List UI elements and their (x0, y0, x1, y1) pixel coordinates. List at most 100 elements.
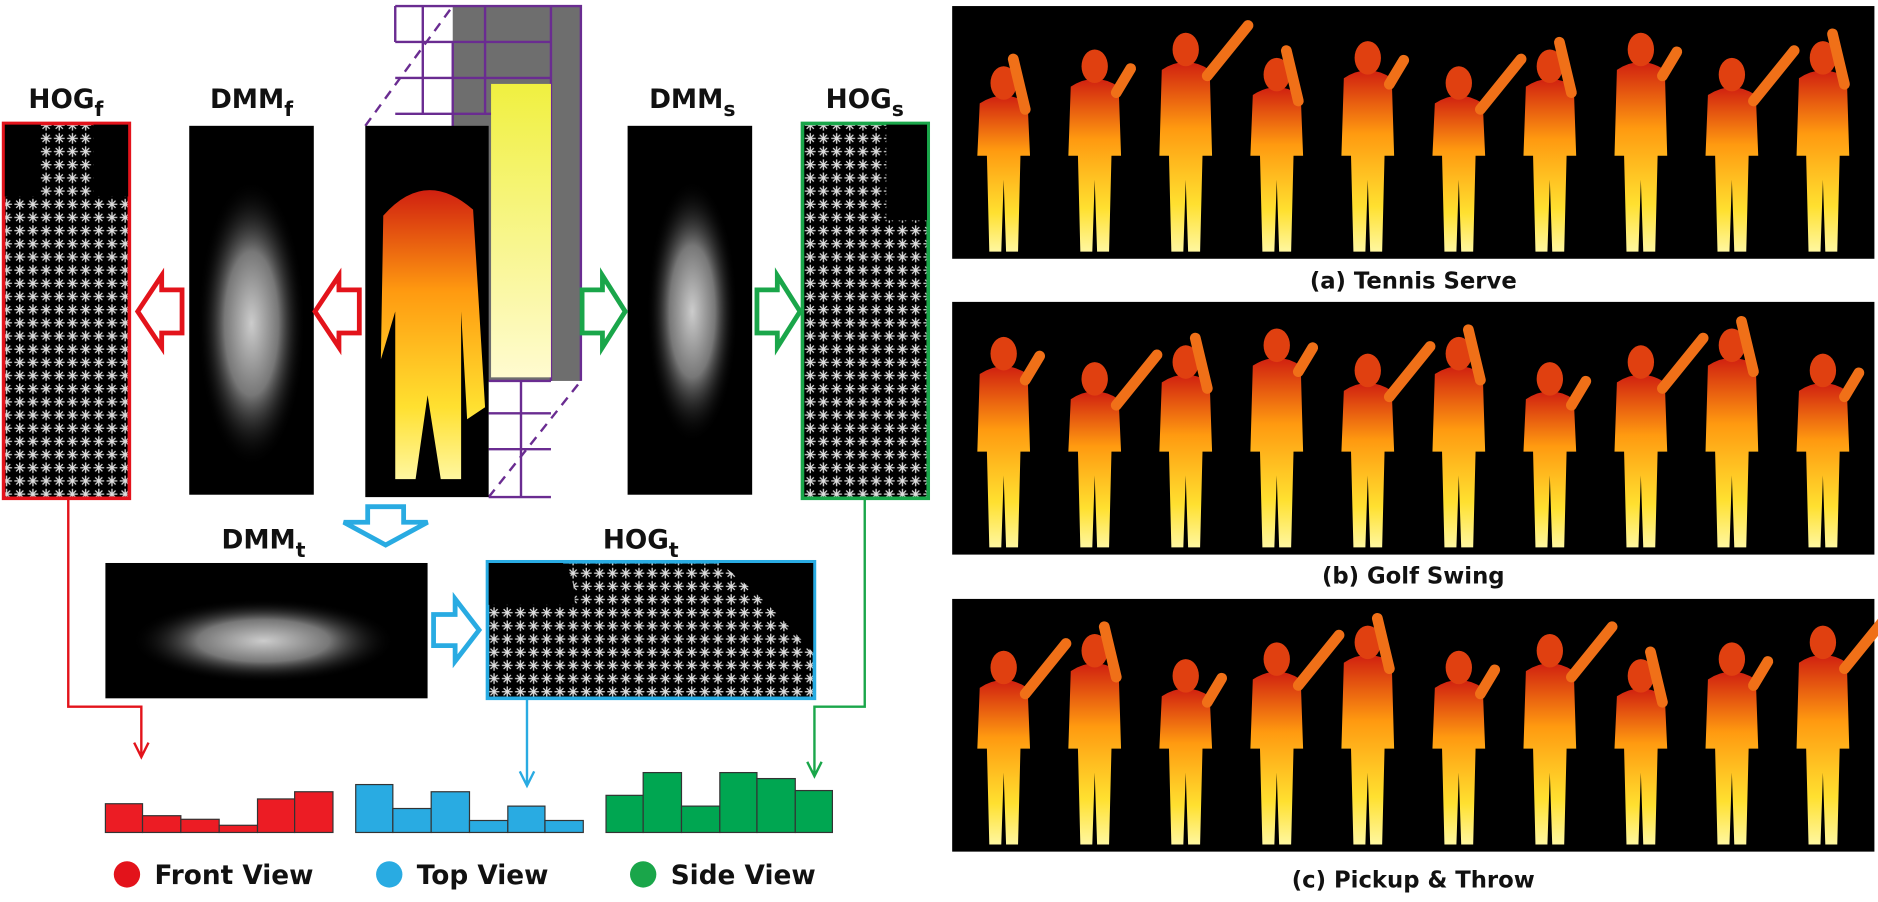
person (1068, 391, 1122, 548)
histograms (104, 771, 834, 834)
person-head (1263, 57, 1290, 92)
view-label: HOGs (826, 85, 904, 121)
person-arm (1462, 324, 1486, 386)
person-arm (1565, 621, 1618, 683)
person-head (1354, 41, 1381, 75)
person (1250, 671, 1304, 845)
person-head (1536, 49, 1564, 84)
action-panels (952, 6, 1878, 852)
person (1614, 62, 1668, 252)
person-arm (1383, 341, 1436, 403)
label-sub: f (94, 97, 104, 121)
view-label: DMMs (649, 85, 735, 121)
person (977, 95, 1031, 252)
person-arm (1189, 332, 1213, 394)
person-arm (1292, 342, 1319, 378)
person (1523, 391, 1577, 548)
view-label: DMMt (221, 526, 305, 562)
person (977, 366, 1031, 548)
person-head (990, 336, 1017, 371)
person-head (1809, 353, 1837, 388)
person-arm (1827, 28, 1850, 90)
person-head (1263, 328, 1290, 363)
person (1250, 357, 1304, 548)
person (1250, 87, 1304, 252)
person-head (1718, 57, 1746, 92)
person (1705, 87, 1759, 252)
person-arm (1554, 36, 1577, 98)
person-head (1081, 633, 1108, 668)
hog-mask (4, 124, 41, 197)
person-head (1718, 328, 1746, 363)
person (1159, 374, 1213, 548)
person-arm (1748, 656, 1774, 691)
person-arm (1383, 54, 1410, 90)
person-arm (1292, 629, 1345, 691)
person-head (1627, 659, 1655, 693)
label-main: DMM (210, 85, 284, 115)
person-head (1445, 66, 1472, 100)
person (1341, 70, 1395, 252)
person-head (990, 66, 1017, 100)
person-arm (1565, 375, 1592, 411)
person (1796, 70, 1850, 252)
person-head (1354, 625, 1381, 660)
person-arm (1019, 350, 1045, 386)
legend-label: Top View (417, 861, 549, 891)
person (1796, 383, 1850, 548)
label-main: DMM (221, 526, 295, 556)
person-head (1536, 362, 1564, 396)
person-head (1627, 32, 1655, 67)
person-head (1172, 32, 1199, 67)
connectors (67, 498, 866, 789)
view-label: DMMf (210, 85, 294, 121)
person-head (1809, 625, 1837, 660)
label-main: HOG (28, 85, 94, 115)
person (1523, 78, 1577, 252)
label-main: HOG (603, 526, 669, 556)
person-arm (1007, 53, 1031, 115)
dmm-blob (131, 598, 396, 683)
person (1796, 654, 1850, 845)
person-arm (1657, 332, 1709, 394)
person-arm (1474, 53, 1527, 115)
label-main: HOG (826, 85, 892, 115)
person-arm (1645, 646, 1668, 708)
person-arm (1019, 638, 1072, 700)
legend-marker (376, 861, 403, 888)
person (1159, 688, 1213, 845)
person-arm (1110, 63, 1137, 98)
person-arm (1098, 621, 1122, 683)
person (1705, 357, 1759, 548)
person-arm (1839, 367, 1865, 403)
person-arm (1371, 612, 1395, 675)
person-arm (1839, 618, 1878, 675)
depth-body (380, 190, 486, 480)
person-arm (1657, 46, 1683, 82)
person-head (1718, 642, 1746, 676)
panel-caption: (b) Golf Swing (1322, 563, 1505, 589)
person-head (1536, 633, 1564, 668)
person (1068, 663, 1122, 845)
person-head (990, 650, 1017, 685)
hog-mask (93, 124, 129, 197)
person (1432, 680, 1486, 845)
person-arm (1748, 45, 1800, 107)
person (1523, 663, 1577, 845)
person-head (1445, 336, 1472, 371)
view-label: HOGt (603, 526, 679, 562)
label-sub: s (892, 97, 904, 121)
person-head (1445, 650, 1472, 685)
person-head (1172, 659, 1199, 693)
person (977, 680, 1031, 845)
person-head (1627, 345, 1655, 379)
panel-caption: (a) Tennis Serve (1310, 269, 1517, 295)
person-arm (1201, 672, 1228, 708)
arrows (134, 267, 803, 669)
person (1614, 374, 1668, 548)
legend-label: Front View (155, 861, 314, 891)
label-sub: t (669, 538, 679, 562)
person (1705, 671, 1759, 845)
